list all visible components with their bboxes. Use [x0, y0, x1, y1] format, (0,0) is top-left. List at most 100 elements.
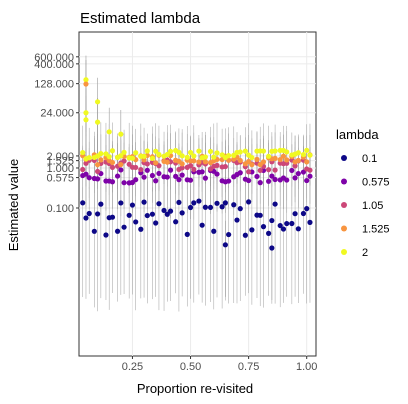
data-point [207, 204, 214, 211]
data-point [211, 228, 217, 234]
legend-key [341, 225, 347, 232]
data-point [118, 131, 124, 137]
data-point [133, 164, 139, 171]
data-point [176, 177, 182, 183]
data-point [191, 166, 197, 172]
data-point [86, 175, 92, 181]
data-point [184, 231, 190, 237]
data-point [98, 201, 104, 207]
y-tick-label: 24.000 [40, 108, 74, 120]
x-tick-label: 0.50 [180, 361, 201, 373]
data-point [222, 163, 228, 170]
data-point [260, 224, 267, 230]
data-point [222, 242, 228, 248]
data-point [289, 220, 295, 227]
data-point [284, 220, 290, 227]
data-point [109, 214, 116, 220]
data-point [272, 155, 278, 161]
chart-title: Estimated lambda [80, 10, 201, 27]
data-point [164, 174, 170, 180]
data-point [246, 169, 252, 175]
legend: lambda 0.1 0.575 1.05 1.525 2 [336, 127, 390, 259]
data-point [129, 155, 136, 161]
x-tick-label: 0.75 [238, 361, 259, 373]
data-point [249, 154, 255, 161]
data-point [121, 180, 127, 186]
legend-label: 0.575 [362, 177, 390, 189]
data-point [304, 206, 310, 212]
data-point [257, 167, 263, 174]
data-point [269, 173, 275, 179]
x-tick-label: 0.25 [122, 361, 143, 373]
data-point [237, 170, 243, 176]
data-point [164, 211, 170, 217]
data-point [246, 199, 252, 205]
data-point [149, 172, 156, 179]
data-point [284, 177, 290, 183]
data-point [304, 177, 310, 184]
data-point [103, 232, 109, 238]
data-point [260, 148, 267, 154]
data-point [121, 224, 127, 230]
data-point [114, 228, 121, 234]
data-point [161, 207, 167, 214]
data-point [167, 148, 174, 154]
data-point [164, 151, 170, 158]
y-tick-label: 400.000 [34, 59, 74, 71]
data-point [156, 201, 162, 207]
data-point [272, 148, 278, 154]
data-point [109, 148, 116, 154]
data-point [83, 160, 89, 166]
data-point [179, 153, 185, 159]
data-point [237, 157, 243, 164]
y-tick-label: 600.000 [34, 52, 74, 64]
data-point [133, 150, 139, 156]
data-point [237, 206, 243, 212]
data-point [292, 211, 298, 217]
data-point [133, 219, 139, 225]
data-point [237, 149, 243, 155]
data-point [307, 152, 313, 158]
x-tick-label: 1.00 [296, 361, 317, 373]
data-point [91, 228, 97, 234]
data-point [272, 176, 278, 183]
data-point [129, 202, 136, 208]
legend-title: lambda [336, 127, 379, 142]
data-point [144, 212, 150, 219]
data-point [202, 154, 208, 160]
data-point [260, 159, 267, 165]
data-point [191, 200, 197, 206]
data-point [231, 202, 237, 208]
data-point [187, 204, 194, 211]
x-axis-ticks: 0.25 0.50 0.75 1.00 [122, 356, 317, 373]
data-point [94, 119, 101, 125]
data-point [246, 158, 252, 165]
data-point [173, 219, 179, 225]
data-point [199, 222, 205, 228]
data-point [83, 117, 89, 123]
y-tick-label: 128.000 [34, 79, 74, 91]
data-point [167, 208, 174, 214]
data-point [187, 163, 194, 169]
data-point [191, 158, 197, 164]
data-point [295, 150, 301, 156]
data-point [196, 159, 202, 165]
data-point [289, 167, 295, 174]
data-point [83, 171, 89, 177]
data-point [118, 161, 124, 168]
data-point [94, 176, 101, 182]
data-point [106, 154, 112, 160]
data-point [295, 170, 301, 177]
data-point [176, 149, 182, 155]
data-point [94, 162, 101, 168]
data-point [141, 153, 147, 159]
data-point [300, 151, 307, 158]
data-point [280, 153, 287, 159]
data-point [94, 99, 101, 105]
data-point [153, 220, 159, 226]
data-point [94, 211, 101, 217]
data-point [98, 150, 104, 157]
y-tick-label: 0.575 [46, 173, 74, 185]
